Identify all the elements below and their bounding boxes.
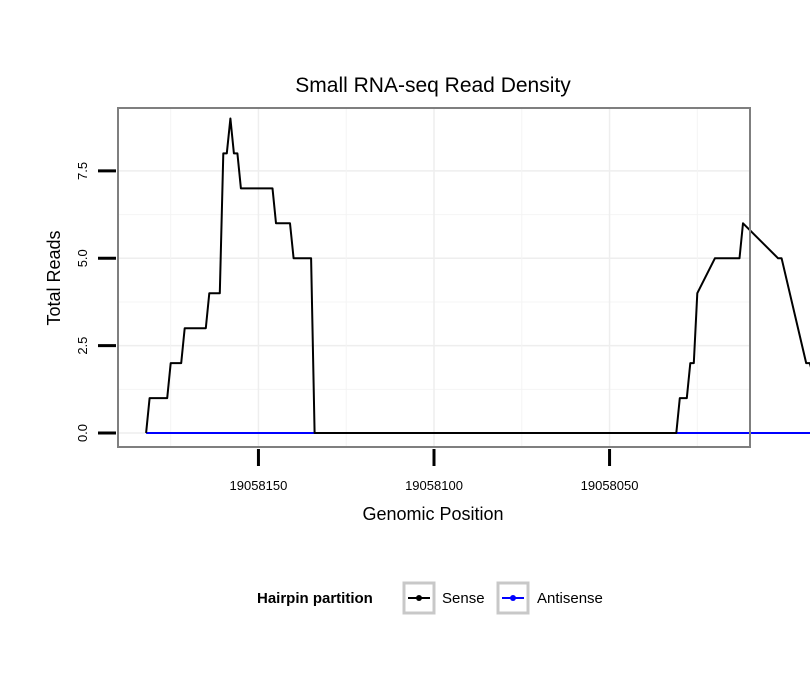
y-axis-ticks: 0.0 2.5 5.0 7.5: [75, 162, 116, 442]
chart-title: Small RNA-seq Read Density: [295, 74, 571, 97]
x-axis-title: Genomic Position: [362, 504, 503, 524]
legend-point-antisense: [510, 595, 516, 601]
legend-label-sense: Sense: [442, 590, 485, 607]
legend-item-antisense: Antisense: [496, 581, 603, 615]
x-tick-label: 19058150: [230, 478, 288, 493]
x-axis-ticks: 19058150 19058100 19058050: [230, 449, 639, 493]
y-axis-title: Total Reads: [44, 230, 64, 325]
x-tick-label: 19058100: [405, 478, 463, 493]
y-tick-label: 2.5: [75, 337, 90, 355]
legend-point-sense: [416, 595, 422, 601]
legend-title: Hairpin partition: [257, 590, 373, 607]
y-tick-label: 5.0: [75, 249, 90, 267]
series-lines: [145, 117, 810, 434]
legend: Hairpin partition Sense Antisense: [257, 581, 603, 615]
x-tick-label: 19058050: [581, 478, 639, 493]
series-line-sense: [145, 117, 810, 434]
y-tick-label: 7.5: [75, 162, 90, 180]
legend-label-antisense: Antisense: [537, 590, 603, 607]
plot-panel-border: [117, 107, 751, 448]
legend-item-sense: Sense: [402, 581, 485, 615]
y-tick-label: 0.0: [75, 424, 90, 442]
